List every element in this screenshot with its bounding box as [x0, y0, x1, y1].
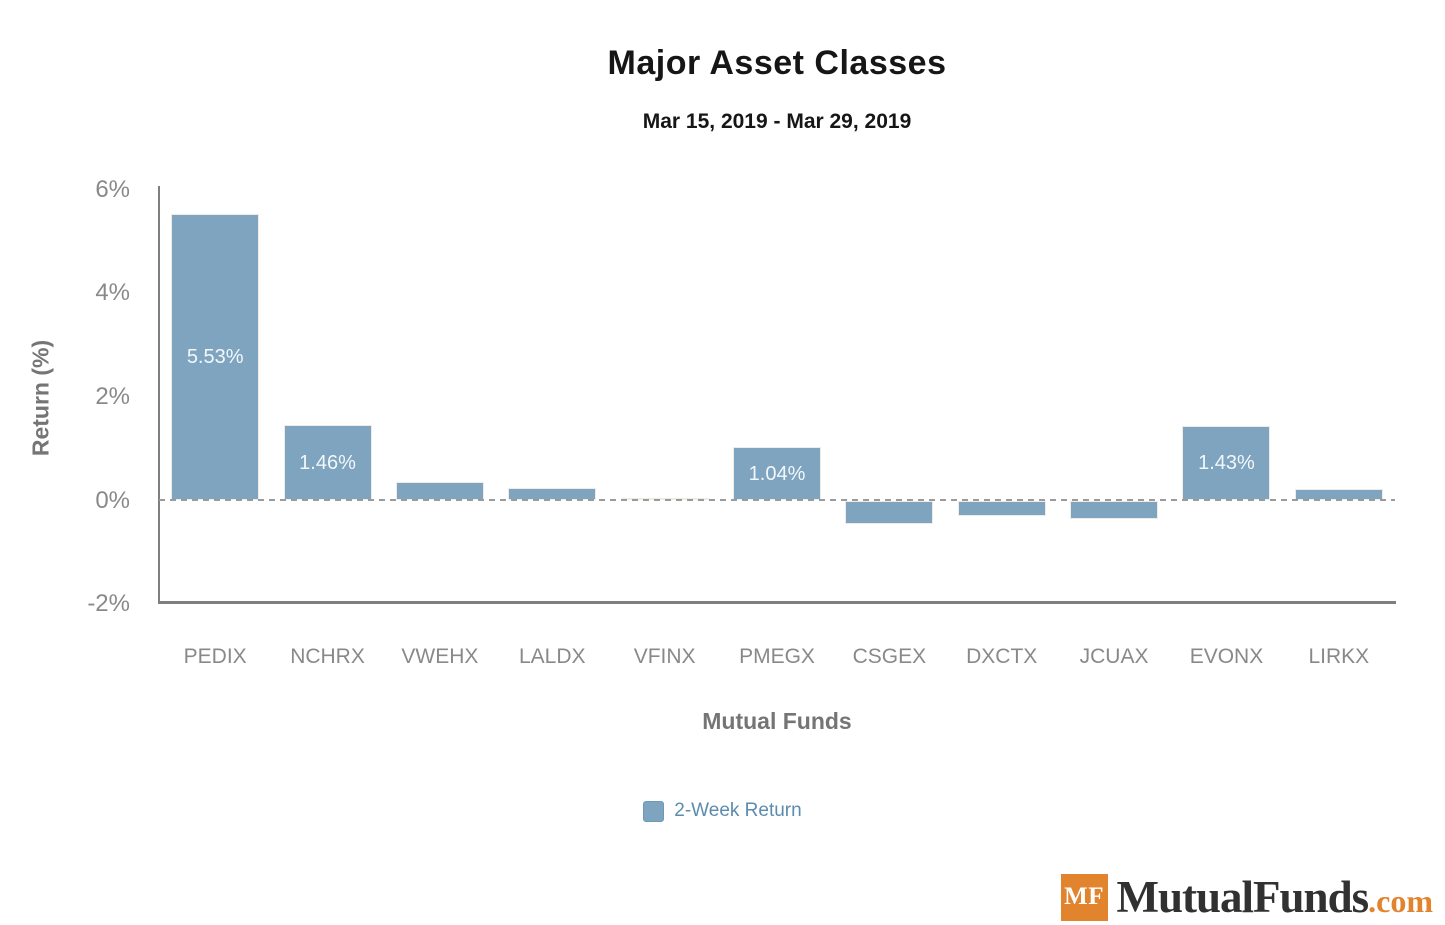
legend: 2-Week Return [0, 800, 1445, 822]
bar-csgex[interactable] [845, 500, 934, 524]
x-tick-label-pmegx: PMEGX [739, 645, 815, 668]
x-tick-label-evonx: EVONX [1189, 645, 1264, 668]
y-axis-line [158, 186, 160, 604]
bar-dxctx[interactable] [957, 500, 1046, 516]
x-tick-label-pedix: PEDIX [183, 645, 247, 668]
mf-badge-icon: MF [1060, 873, 1108, 921]
y-tick-label-2: 2% [95, 382, 130, 410]
chart-title: Major Asset Classes [607, 44, 947, 82]
legend-label: 2-Week Return [674, 800, 802, 821]
y-tick-label-0: 0% [95, 486, 130, 514]
x-tick-label-csgex: CSGEX [852, 645, 927, 668]
bar-value-label-pedix: 5.53% [186, 346, 244, 369]
bar-pmegx[interactable] [733, 446, 821, 501]
bar-value-label-pmegx: 1.04% [748, 462, 806, 485]
legend-swatch-icon [643, 800, 665, 822]
x-tick-label-jcuax: JCUAX [1079, 645, 1149, 668]
x-tick-label-laldx: LALDX [518, 645, 586, 668]
x-axis-line [158, 601, 1396, 604]
y-tick-label-6: 6% [95, 175, 130, 203]
x-tick-label-vwehx: VWEHX [401, 645, 479, 668]
bar-vwehx[interactable] [395, 481, 484, 501]
x-tick-label-lirkx: LIRKX [1308, 645, 1370, 668]
zero-baseline-dashed [159, 499, 1395, 501]
bar-jcuax[interactable] [1070, 500, 1159, 520]
x-tick-label-vfinx: VFINX [633, 645, 696, 668]
chart-subtitle: Mar 15, 2019 - Mar 29, 2019 [642, 110, 912, 133]
y-tick-label--2: -2% [87, 590, 130, 618]
x-tick-label-dxctx: DXCTX [966, 645, 1038, 668]
logo-brand-text: MutualFunds [1116, 872, 1370, 922]
y-tick-label-4: 4% [95, 279, 130, 307]
bar-pedix[interactable] [171, 214, 260, 501]
bar-value-label-nchrx: 1.46% [299, 451, 356, 474]
bar-value-label-evonx: 1.43% [1198, 452, 1255, 475]
mutualfunds-logo[interactable]: MF MutualFunds .com [1060, 871, 1433, 923]
logo-tld-text: .com [1368, 883, 1433, 919]
x-axis-title: Mutual Funds [702, 708, 852, 734]
x-tick-label-nchrx: NCHRX [290, 645, 365, 668]
legend-item-2-week-return[interactable]: 2-Week Return [643, 800, 802, 822]
bar-evonx[interactable] [1182, 426, 1271, 501]
